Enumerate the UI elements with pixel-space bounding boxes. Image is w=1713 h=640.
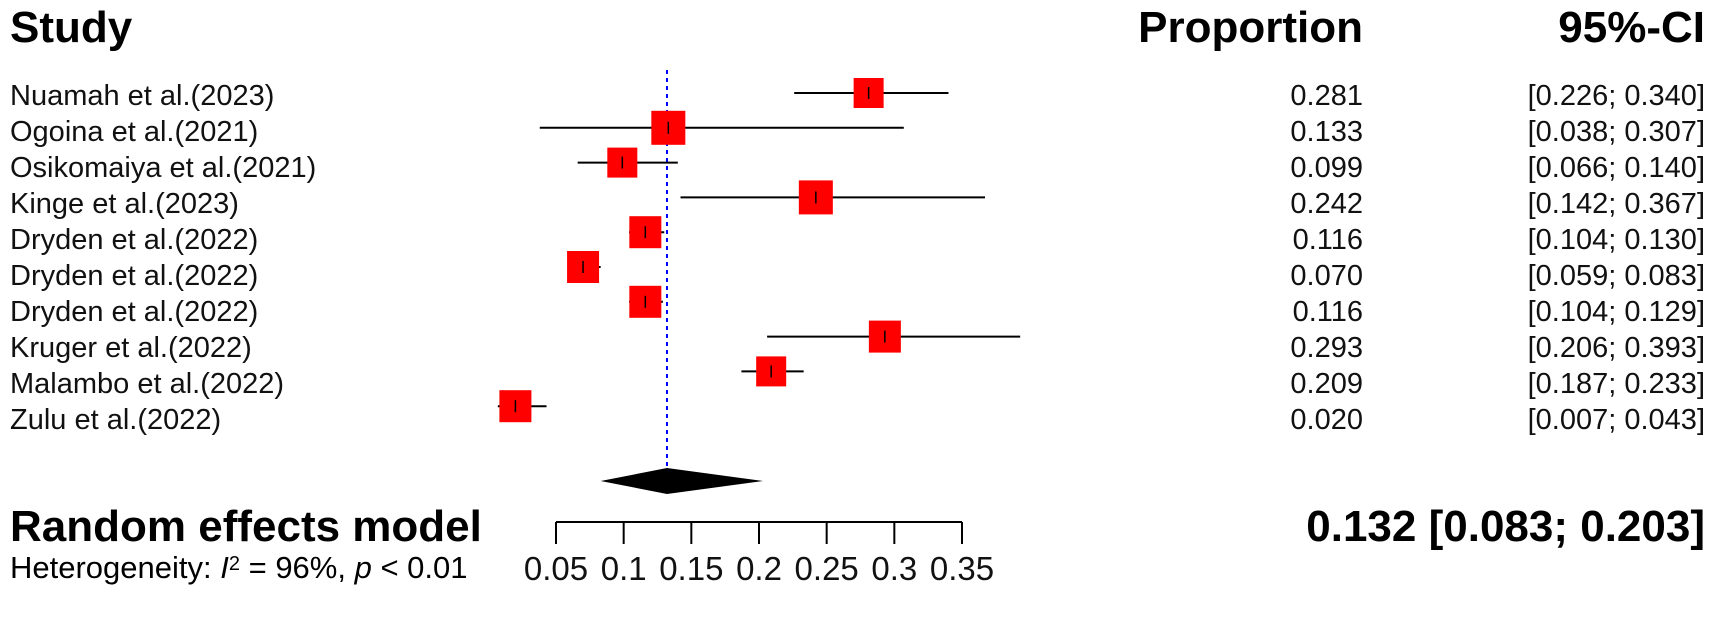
study-ci: [0.104; 0.130] [1527,224,1705,256]
header-proportion: Proportion [1138,3,1363,52]
study-ci: [0.066; 0.140] [1527,152,1705,184]
study-label: Ogoina et al.(2021) [10,116,259,148]
pooled-diamond [600,468,764,494]
study-proportion: 0.020 [1290,404,1363,436]
study-label: Kinge et al.(2023) [10,188,239,220]
study-proportion: 0.099 [1290,152,1363,184]
study-proportion: 0.116 [1292,224,1363,256]
study-ci: [0.059; 0.083] [1527,260,1705,292]
x-tick-label: 0.15 [659,550,723,587]
study-label: Dryden et al.(2022) [10,296,259,328]
study-ci: [0.038; 0.307] [1527,116,1705,148]
x-tick-label: 0.35 [930,550,994,587]
x-tick-label: 0.25 [795,550,859,587]
study-label: Malambo et al.(2022) [10,368,285,400]
study-label: Nuamah et al.(2023) [10,80,275,112]
study-ci: [0.187; 0.233] [1527,368,1705,400]
study-ci: [0.007; 0.043] [1527,404,1705,436]
study-ci: [0.226; 0.340] [1527,80,1705,112]
x-tick-label: 0.1 [601,550,647,587]
study-label: Dryden et al.(2022) [10,260,259,292]
header-study: Study [10,3,133,52]
study-proportion: 0.133 [1290,116,1363,148]
study-label: Kruger et al.(2022) [10,332,252,364]
x-tick-label: 0.2 [736,550,782,587]
pooled-model-label: Random effects model [10,502,482,551]
heterogeneity-text: Heterogeneity: I2 = 96%, p < 0.01 [10,550,468,585]
study-proportion: 0.116 [1292,296,1363,328]
study-label: Dryden et al.(2022) [10,224,259,256]
study-ci: [0.142; 0.367] [1527,188,1705,220]
study-proportion: 0.293 [1290,332,1363,364]
pooled-model-result: 0.132 [0.083; 0.203] [1306,502,1705,551]
study-proportion: 0.281 [1290,80,1363,112]
study-label: Zulu et al.(2022) [10,404,222,436]
header-ci: 95%-CI [1558,3,1705,52]
study-proportion: 0.070 [1290,260,1363,292]
x-tick-label: 0.3 [871,550,917,587]
study-label: Osikomaiya et al.(2021) [10,152,317,184]
study-proportion: 0.242 [1290,188,1363,220]
study-ci: [0.104; 0.129] [1527,296,1705,328]
study-proportion: 0.209 [1290,368,1363,400]
study-ci: [0.206; 0.393] [1527,332,1705,364]
x-tick-label: 0.05 [524,550,588,587]
